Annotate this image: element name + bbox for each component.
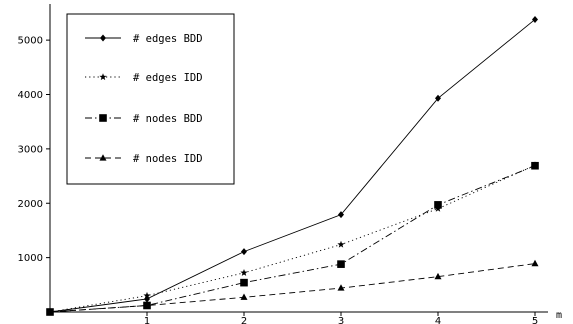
x-tick-label: 3 xyxy=(338,316,344,324)
series-3 xyxy=(46,259,539,315)
x-tick-label: 4 xyxy=(435,316,441,324)
data-point-diamond xyxy=(532,15,538,23)
data-point-diamond xyxy=(100,34,106,42)
series-line xyxy=(49,165,536,313)
data-point-triangle xyxy=(46,308,54,315)
y-tick-label: 3000 xyxy=(18,144,43,155)
data-point-square xyxy=(434,201,442,209)
x-tick-label: 2 xyxy=(241,316,247,324)
data-point-square xyxy=(337,260,345,268)
data-point-triangle xyxy=(99,154,107,161)
legend-label: # edges BDD xyxy=(133,33,203,45)
y-tick-label: 4000 xyxy=(18,90,43,101)
data-point-star xyxy=(337,240,345,248)
legend-entry: # nodes IDD xyxy=(85,153,203,165)
data-point-diamond xyxy=(338,211,344,219)
x-axis-title: m xyxy=(556,310,562,321)
data-point-triangle xyxy=(531,259,539,267)
legend-label: # nodes BDD xyxy=(133,113,203,125)
y-tick-label: 5000 xyxy=(18,36,43,47)
series-layer xyxy=(46,15,539,316)
data-point-triangle xyxy=(143,301,151,309)
data-point-triangle xyxy=(240,293,248,300)
legend-label: # edges IDD xyxy=(133,72,203,84)
data-point-triangle xyxy=(434,272,442,280)
x-tick-label: 1 xyxy=(144,316,150,324)
data-point-diamond xyxy=(241,248,247,256)
data-point-square xyxy=(240,278,248,287)
legend-entry: # edges IDD xyxy=(85,72,203,84)
ticks: 1 2 3 4 5 1000 2000 3000 4000 5000 xyxy=(18,36,539,324)
axes xyxy=(49,4,548,313)
data-point-triangle xyxy=(337,284,345,291)
y-tick-label: 1000 xyxy=(18,253,43,264)
series-line xyxy=(49,19,536,313)
data-point-star xyxy=(99,73,107,81)
legend-entry: # nodes BDD xyxy=(85,113,203,125)
series-line xyxy=(49,263,536,313)
data-point-square xyxy=(99,114,107,122)
y-tick-label: 2000 xyxy=(18,199,43,210)
data-point-star xyxy=(143,291,151,299)
x-tick-label: 5 xyxy=(532,316,538,324)
series-line xyxy=(49,164,536,313)
data-point-square xyxy=(531,161,539,170)
legend-box xyxy=(66,13,235,185)
data-point-diamond xyxy=(435,94,441,102)
legend-entry: # edges BDD xyxy=(85,33,203,45)
legend-label: # nodes IDD xyxy=(133,153,203,165)
data-point-star xyxy=(240,269,248,276)
legend: # edges BDD # edges IDD # nodes BDD # nodes… xyxy=(66,13,235,185)
